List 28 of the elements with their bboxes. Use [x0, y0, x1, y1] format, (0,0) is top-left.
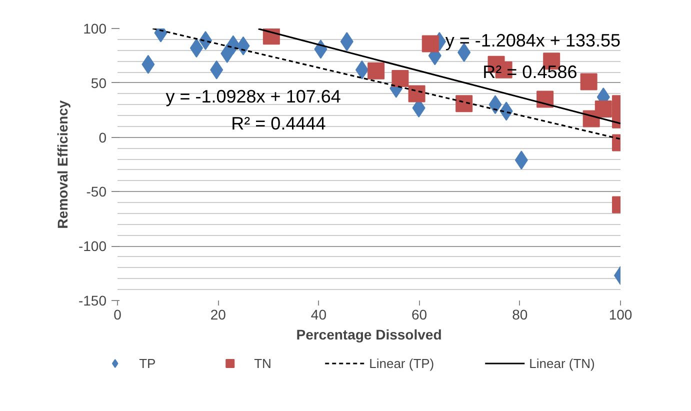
x-tick-label: 0 [114, 306, 122, 322]
point [580, 73, 598, 90]
legend-label: TP [139, 356, 157, 370]
annotation: y = -1.2084x + 133.55 [445, 30, 621, 51]
point [392, 70, 409, 88]
point [422, 35, 439, 52]
y-tick-label: -50 [86, 184, 107, 200]
x-tick-label: 20 [210, 306, 226, 322]
y-tick-label: 50 [90, 74, 107, 91]
point [368, 62, 385, 80]
y-axis-title: Removal Efficiency [54, 100, 70, 229]
annotation: R² = 0.4444 [231, 114, 326, 134]
y-tick-label: -100 [78, 238, 107, 254]
legend-label: TN [254, 356, 272, 370]
x-tick-label: 40 [310, 306, 327, 322]
x-tick-label: 80 [512, 306, 528, 322]
y-tick-label: -150 [78, 292, 107, 308]
y-tick-label: 100 [83, 20, 107, 36]
point [456, 95, 473, 112]
legend-label: Linear (TP) [369, 356, 434, 370]
x-tick-label: 100 [608, 306, 632, 322]
legend-label: Linear (TN) [529, 356, 595, 370]
x-axis-title: Percentage Dissolved [296, 326, 442, 342]
point [408, 85, 426, 102]
annotation: y = -1.0928x + 107.64 [166, 86, 341, 106]
y-tick-label: 0 [98, 129, 107, 146]
x-tick-label: 60 [412, 306, 428, 322]
point [594, 100, 612, 118]
